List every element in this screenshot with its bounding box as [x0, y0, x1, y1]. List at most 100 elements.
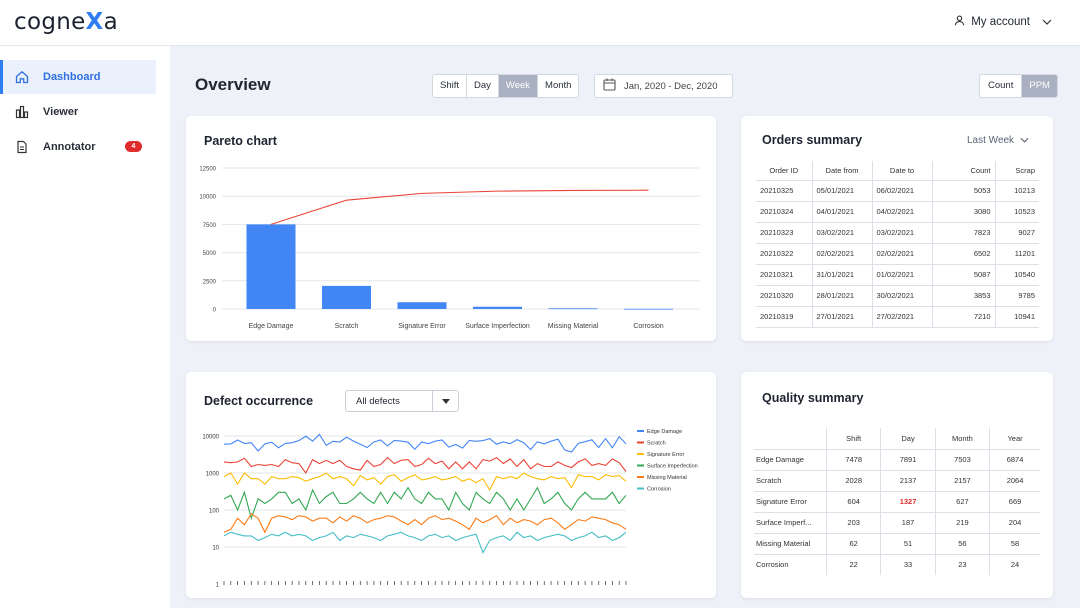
quality-table: Shift Day Month Year Edge Damage 7478 7891 7503… [754, 428, 1040, 575]
y-tick-label: 10 [212, 546, 219, 552]
orders-period-label: Last Week [967, 135, 1015, 146]
legend-label: Missing Material [647, 475, 687, 481]
column-header: Day [880, 428, 936, 450]
period-month-button[interactable]: Month [545, 80, 572, 91]
table-cell: 9785 [995, 285, 1039, 307]
user-icon [954, 15, 965, 29]
sidebar-item-annotator[interactable]: Annotator 4 [0, 130, 156, 164]
account-menu[interactable]: My account [954, 15, 1052, 29]
table-row[interactable]: Surface Imperf... 203 187 219 204 [754, 512, 1040, 534]
orders-period-dropdown[interactable]: Last Week [967, 135, 1029, 146]
legend-label: Surface Imperfection [647, 464, 698, 470]
sidebar-item-dashboard[interactable]: Dashboard [0, 60, 156, 94]
column-header: Date from [812, 161, 873, 181]
pareto-card: Pareto chart 0 2500 5000 7500 10000 12500 Edge… [186, 116, 716, 341]
table-cell: 28/01/2021 [812, 285, 873, 307]
pareto-chart: 0 2500 5000 7500 10000 12500 Edge Damage Scratc… [199, 167, 700, 330]
series-line-edge-damage [223, 433, 627, 453]
x-tick-label: Scratch [335, 323, 359, 330]
unit-ppm-button[interactable]: PPM [1022, 75, 1057, 97]
table-cell: 10540 [995, 264, 1039, 286]
table-cell: 31/01/2021 [812, 264, 873, 286]
table-cell: 203 [826, 512, 882, 534]
unit-selector: Count PPM [979, 74, 1058, 98]
table-row[interactable]: Scratch 2028 2137 2157 2064 [754, 470, 1040, 492]
table-cell: 23 [935, 554, 991, 575]
table-row[interactable]: 20210325 05/01/2021 06/02/2021 5053 10213 [756, 180, 1039, 202]
y-tick-label: 12500 [199, 167, 216, 173]
table-header-row: Order ID Date from Date to Count Scrap [756, 161, 1039, 181]
period-shift-button[interactable]: Shift [433, 75, 468, 97]
table-row[interactable]: 20210323 03/02/2021 03/02/2021 7823 9027 [756, 222, 1039, 244]
table-cell: 62 [826, 533, 882, 555]
bar-scratch [322, 285, 371, 309]
period-week-button[interactable]: Week [498, 75, 539, 97]
x-tick-label: Surface Imperfection [465, 323, 530, 330]
bar-corrosion [624, 308, 673, 310]
table-cell: 6874 [989, 449, 1040, 471]
y-tick-label: 10000 [202, 435, 219, 441]
table-cell: 20210323 [756, 222, 813, 244]
table-cell: 01/02/2021 [872, 264, 933, 286]
table-cell: 3080 [932, 201, 996, 223]
table-cell: 204 [989, 512, 1040, 534]
y-tick-label: 1 [216, 583, 220, 589]
table-row[interactable]: Edge Damage 7478 7891 7503 6874 [754, 449, 1040, 471]
table-row[interactable]: 20210321 31/01/2021 01/02/2021 5087 10540 [756, 264, 1039, 286]
table-row[interactable]: 20210319 27/01/2021 27/02/2021 7210 10941 [756, 306, 1039, 328]
table-cell: 5087 [932, 264, 996, 286]
table-cell: 7823 [932, 222, 996, 244]
table-cell: 1327 [880, 491, 936, 513]
column-header: Date to [872, 161, 933, 181]
table-cell: 20210324 [756, 201, 813, 223]
period-day-button[interactable]: Day [467, 75, 499, 97]
table-row[interactable]: 20210324 04/01/2021 04/02/2021 3080 10523 [756, 201, 1039, 223]
table-cell: 7210 [932, 306, 996, 328]
table-row[interactable]: 20210322 02/02/2021 02/02/2021 6502 11201 [756, 243, 1039, 265]
logo-text-end: a [103, 9, 118, 35]
table-cell: Corrosion [754, 554, 827, 575]
caret-down-icon [432, 391, 458, 411]
table-row[interactable]: Corrosion 22 33 23 24 [754, 554, 1040, 575]
table-cell: 2157 [935, 470, 991, 492]
x-tick-label: Missing Material [548, 323, 599, 330]
table-cell: 7503 [935, 449, 991, 471]
table-cell: Surface Imperf... [754, 512, 827, 534]
date-range-picker[interactable]: Jan, 2020 - Dec, 2020 [594, 74, 733, 98]
legend-label: Edge Damage [647, 429, 682, 435]
series-line-surface-imperfection [223, 486, 627, 521]
logo-x: X [85, 9, 104, 35]
logo[interactable]: cogneXa [14, 9, 118, 35]
table-cell: 7891 [880, 449, 936, 471]
y-tick-label: 0 [213, 308, 217, 314]
table-cell: 20210319 [756, 306, 813, 328]
table-row[interactable]: Missing Material 62 51 56 58 [754, 533, 1040, 555]
notification-badge: 4 [125, 141, 142, 152]
sidebar-item-label: Dashboard [43, 71, 101, 83]
table-cell: Scratch [754, 470, 827, 492]
bar-signature-error [397, 302, 447, 309]
table-cell: 27/01/2021 [812, 306, 873, 328]
series-line-scratch [223, 456, 627, 475]
unit-count-button[interactable]: Count [980, 75, 1023, 97]
table-cell: 10523 [995, 201, 1039, 223]
pareto-title: Pareto chart [204, 134, 277, 148]
table-cell: 03/02/2021 [872, 222, 933, 244]
table-cell: 669 [989, 491, 1040, 513]
defect-filter-select[interactable]: All defects [345, 390, 459, 412]
column-header: Order ID [756, 161, 813, 181]
y-tick-label: 7500 [203, 223, 217, 229]
period-selector: Shift Day Week Month [432, 74, 580, 98]
column-header: Year [989, 428, 1040, 450]
table-cell: 6502 [932, 243, 996, 265]
column-header [754, 428, 827, 450]
table-cell: 22 [826, 554, 882, 575]
chevron-down-icon [1042, 16, 1052, 28]
table-cell: 20210325 [756, 180, 813, 202]
sidebar-item-viewer[interactable]: Viewer [0, 95, 156, 129]
table-row[interactable]: 20210320 28/01/2021 30/02/2021 3853 9785 [756, 285, 1039, 307]
table-cell: 58 [989, 533, 1040, 555]
table-cell: 20210321 [756, 264, 813, 286]
defect-filter-value: All defects [356, 395, 400, 407]
table-row[interactable]: Signature Error 604 1327 627 669 [754, 491, 1040, 513]
